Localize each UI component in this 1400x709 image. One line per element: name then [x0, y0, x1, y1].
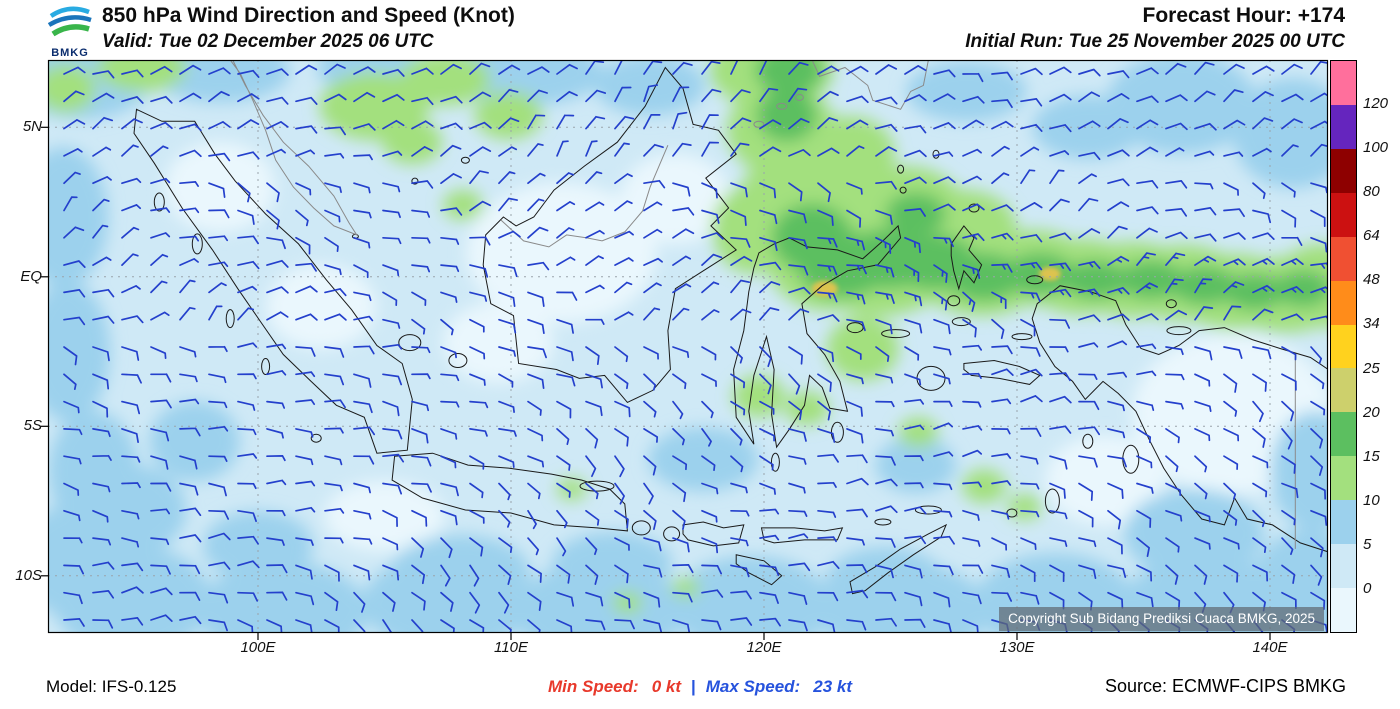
x-axis-label-110e: 110E	[494, 639, 528, 656]
x-axis-label-120e: 120E	[746, 639, 782, 656]
legend-boundary-label: 34	[1363, 315, 1380, 333]
axis-ticks	[41, 126, 1271, 640]
x-axis-label-130e: 130E	[999, 639, 1035, 656]
legend-band	[1331, 280, 1356, 325]
legend-colorbar	[1330, 60, 1357, 633]
speed-summary: Min Speed: 0 kt | Max Speed: 23 kt	[548, 677, 852, 697]
wind-map	[41, 59, 1329, 640]
legend-band	[1331, 236, 1356, 281]
max-speed-value: 23 kt	[813, 677, 852, 696]
x-axis-label-140e: 140E	[1252, 639, 1288, 656]
speed-divider: |	[690, 677, 696, 696]
x-axis-label-100e: 100E	[240, 639, 276, 656]
bmkg-logo-text: BMKG	[51, 47, 89, 59]
legend-boundary-label: 15	[1363, 447, 1380, 465]
legend-boundary-label: 10	[1363, 491, 1380, 509]
legend-labels: 120 100 80 64 48 34 25 20 15 10 5 0	[1363, 60, 1399, 633]
min-speed-value: 0 kt	[651, 677, 681, 696]
legend-boundary-label: 20	[1363, 403, 1380, 421]
source-label: Source: ECMWF-CIPS BMKG	[1104, 676, 1346, 696]
legend-band	[1331, 412, 1356, 457]
wind-barbs	[63, 60, 1328, 633]
legend-boundary-label: 0	[1363, 579, 1372, 597]
legend-band	[1331, 368, 1356, 413]
legend-band	[1331, 61, 1356, 105]
legend-boundary-label: 80	[1363, 183, 1380, 201]
legend-band	[1331, 192, 1356, 237]
min-speed-label: Min Speed:	[548, 677, 639, 696]
bmkg-logo: BMKG	[44, 2, 96, 60]
y-axis-label-eq: EQ	[20, 268, 42, 285]
page-title: 850 hPa Wind Direction and Speed (Knot)	[102, 4, 515, 27]
legend-band	[1331, 588, 1356, 632]
legend-boundary-label: 100	[1363, 139, 1389, 157]
initial-run-label: Initial Run: Tue 25 November 2025 00 UTC	[965, 31, 1345, 52]
forecast-hour-label: Forecast Hour: +174	[1142, 4, 1346, 27]
legend-boundary-label: 64	[1363, 227, 1380, 245]
max-speed-label: Max Speed:	[705, 677, 801, 696]
legend-band	[1331, 456, 1356, 501]
y-axis-label-10s: 10S	[15, 567, 42, 584]
legend-boundary-label: 48	[1363, 271, 1380, 289]
legend-band	[1331, 324, 1356, 369]
model-label: Model: IFS-0.125	[46, 677, 177, 696]
bmkg-logo-icon	[47, 6, 92, 37]
y-axis-label-5s: 5S	[23, 417, 42, 434]
legend-band	[1331, 544, 1356, 589]
legend-boundary-label: 25	[1363, 359, 1380, 377]
legend-band	[1331, 500, 1356, 545]
legend-boundary-label: 5	[1363, 535, 1372, 553]
valid-time-label: Valid: Tue 02 December 2025 06 UTC	[102, 31, 434, 52]
copyright-overlay: Copyright Sub Bidang Prediksi Cuaca BMKG…	[999, 607, 1324, 631]
legend-boundary-label: 120	[1363, 95, 1389, 113]
legend-band	[1331, 148, 1356, 193]
legend-band	[1331, 104, 1356, 149]
y-axis-label-5n: 5N	[22, 118, 42, 135]
